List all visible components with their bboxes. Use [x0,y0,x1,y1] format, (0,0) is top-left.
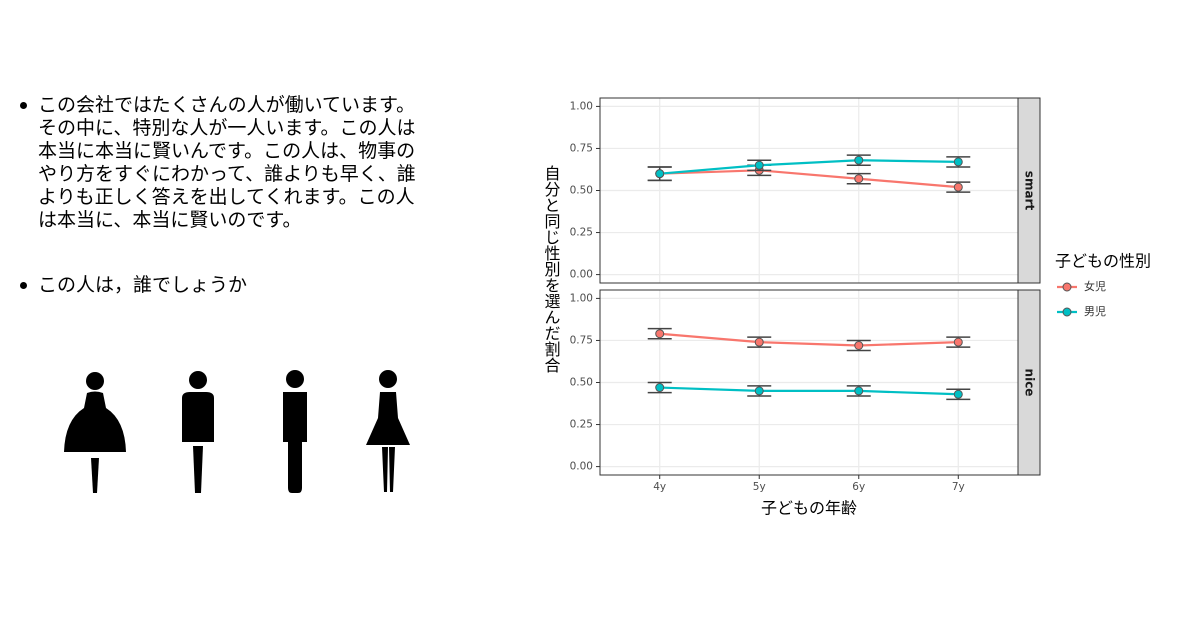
bullet: この会社ではたくさんの人が働いています。 その中に、特別な人が一人います。この人は… [20,94,416,232]
series-line [659,159,959,175]
y-tick-label: 0.00 [570,461,593,473]
data-point [854,386,864,396]
data-point [953,389,963,399]
bullet-line: よりも正しく答えを出してくれます。この人 [38,186,415,208]
bullet-line: 本当に本当に賢いんです。この人は、物事の [38,140,416,162]
bullet-line: その中に、特別な人が一人います。この人は [38,117,416,139]
series-line [659,386,959,396]
data-point [854,341,864,350]
facet-label: nice [1023,369,1037,397]
bullet-dot [20,102,27,109]
x-tick-label: 4y [653,481,666,493]
bullet-line: やり方をすぐにわかって、誰よりも早く、誰 [38,163,416,185]
y-tick-label: 1.00 [570,100,593,112]
data-point [854,174,864,184]
icon-head [86,372,104,390]
legend-label: 男児 [1084,305,1106,318]
icon-leg [382,447,395,492]
data-point [655,169,665,179]
y-tick-label: 0.75 [570,334,593,346]
series-line [659,332,959,347]
icon-leg [91,458,99,493]
y-axis-label: 自分と同じ性別を選んだ割合 [542,165,561,373]
x-tick-label: 5y [753,481,766,493]
icon-body [283,392,307,493]
icon-body [182,392,214,442]
data-point [953,182,963,192]
y-tick-label: 0.25 [570,227,593,239]
facet-label: smart [1023,171,1037,211]
x-tick-label: 6y [852,481,865,493]
data-point [754,160,764,170]
series-line [659,169,959,189]
facet-strip [1017,97,1041,284]
icon-body [64,391,126,452]
y-tick-label: 0.75 [570,142,593,154]
icon-head [286,370,304,388]
legend-key-point [1062,282,1072,292]
facet-strip [1017,289,1041,476]
icon-body [366,392,410,445]
y-tick-label: 0.00 [570,269,593,281]
bullet-line: は本当に、本当に賢いのです。 [38,209,302,231]
y-tick-label: 0.50 [570,185,593,197]
bullet-dot [20,282,27,289]
legend-label: 女児 [1084,279,1106,293]
data-point [754,337,764,347]
bullet-line: この人は，誰でしょうか [38,274,248,296]
bullet-line: この会社ではたくさんの人が働いています。 [38,94,416,116]
legend-key-point [1062,307,1072,317]
data-point [754,386,764,396]
data-point [953,157,963,167]
person-icons [64,370,410,493]
icon-head [189,371,207,389]
icon-head [379,370,397,388]
data-point [953,337,963,347]
icon-leg [193,446,203,493]
bullet: この人は，誰でしょうか [20,274,247,297]
data-point [655,329,665,339]
data-point [854,155,864,165]
x-tick-label: 7y [952,481,965,493]
legend-title: 子どもの性別 [1055,252,1151,271]
y-tick-label: 0.50 [570,377,593,389]
data-point [655,383,665,393]
y-tick-label: 0.25 [570,419,593,431]
x-axis-label: 子どもの年齢 [761,499,857,518]
y-tick-label: 1.00 [570,292,593,304]
